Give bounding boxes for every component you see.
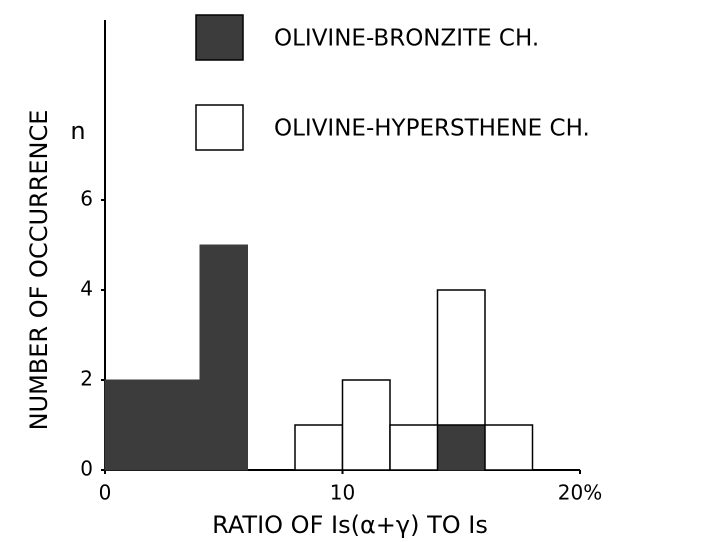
- bar: [104, 379, 153, 471]
- x-tick-label: 20%: [558, 481, 602, 505]
- bar: [437, 424, 486, 471]
- y-axis-label: NUMBER OF OCCURRENCE: [25, 110, 53, 431]
- y-tick-label: 2: [80, 367, 93, 391]
- legend-label: OLIVINE-BRONZITE CH.: [274, 26, 539, 52]
- y-tick-label: 4: [80, 277, 93, 301]
- bar: [341, 379, 391, 471]
- y-tick-label: 0: [80, 457, 93, 481]
- y-tick-label: 6: [80, 187, 93, 211]
- bar: [484, 424, 534, 471]
- x-tick-label: 0: [99, 481, 112, 505]
- legend-label: OLIVINE-HYPERSTHENE CH.: [274, 116, 590, 142]
- bar: [436, 289, 486, 426]
- bar: [294, 424, 344, 471]
- legend-swatch: [195, 104, 244, 151]
- y-unit-label: n: [70, 117, 85, 145]
- bar: [152, 379, 201, 471]
- bar: [389, 424, 439, 471]
- x-axis-label: RATIO OF Is(α+γ) TO Is: [212, 511, 488, 539]
- bar: [199, 244, 248, 471]
- x-tick-label: 10: [330, 481, 355, 505]
- legend-swatch: [195, 14, 244, 61]
